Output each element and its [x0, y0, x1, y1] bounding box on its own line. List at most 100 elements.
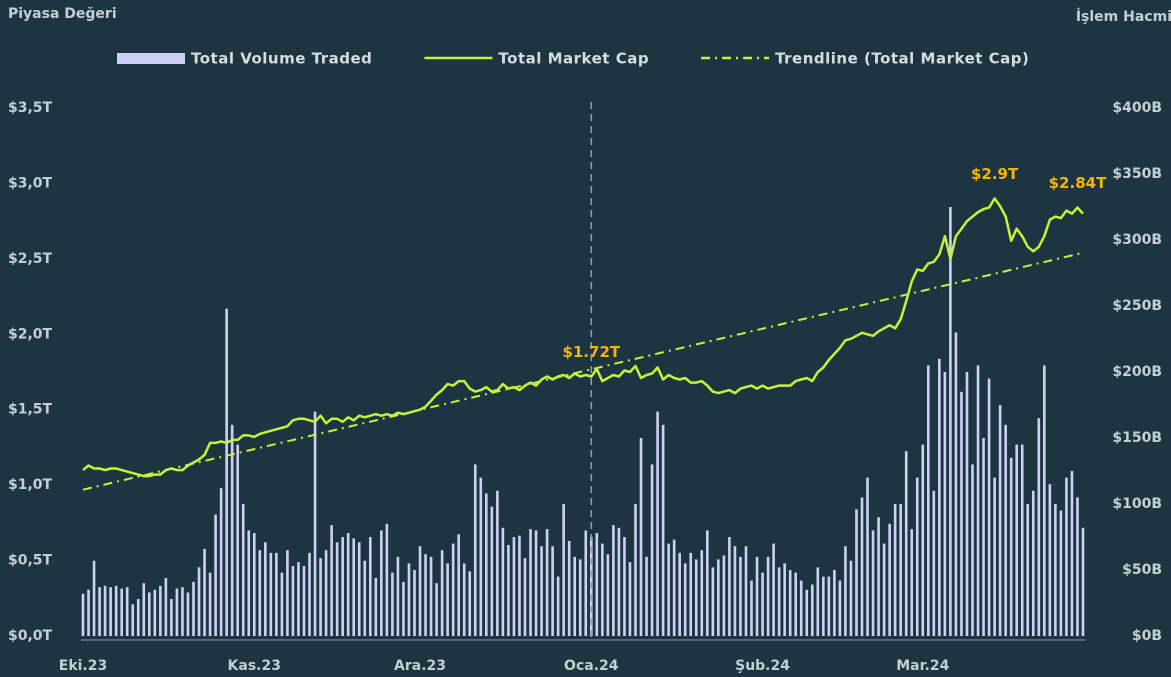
- volume-bar: [606, 554, 610, 636]
- volume-bar: [291, 566, 295, 636]
- volume-bar: [706, 530, 709, 636]
- volume-bar: [799, 580, 803, 636]
- volume-bar: [203, 548, 206, 636]
- legend-label: Total Market Cap: [498, 50, 649, 68]
- volume-bar: [159, 585, 162, 636]
- volume-bar: [131, 604, 135, 636]
- volume-bar: [418, 546, 422, 636]
- volume-bar: [623, 537, 626, 636]
- volume-bar: [485, 493, 488, 636]
- y2-tick-label: $350B: [1112, 166, 1162, 182]
- volume-bar: [545, 529, 549, 636]
- volume-bar: [683, 563, 687, 636]
- volume-bar: [457, 534, 460, 636]
- volume-bar: [562, 504, 565, 636]
- volume-bar: [1015, 444, 1019, 636]
- volume-bar: [1076, 497, 1079, 636]
- volume-bar: [225, 308, 228, 636]
- volume-bar: [286, 550, 289, 636]
- volume-bar: [407, 563, 411, 636]
- volume-bar: [208, 572, 212, 636]
- volume-bar: [893, 504, 897, 636]
- volume-bar: [949, 207, 952, 636]
- volume-bar: [98, 587, 101, 636]
- volume-bar: [136, 599, 140, 636]
- volume-bar: [783, 563, 786, 636]
- volume-bar: [302, 566, 306, 636]
- volume-bar: [214, 514, 217, 636]
- volume-bar: [954, 332, 958, 636]
- volume-bar: [899, 504, 902, 636]
- volume-bar: [612, 525, 615, 636]
- volume-bar: [368, 537, 372, 636]
- volume-bar: [567, 540, 571, 636]
- volume-bar: [810, 584, 814, 636]
- volume-bar: [987, 378, 991, 636]
- volume-bar: [275, 552, 278, 636]
- volume-bar: [938, 358, 941, 636]
- volume-bar: [92, 560, 96, 636]
- volume-bar: [634, 504, 637, 636]
- volume-bar: [678, 552, 681, 636]
- volume-bar: [844, 546, 847, 636]
- y-axis-title: Piyasa Değeri: [8, 6, 117, 22]
- volume-bar: [910, 529, 914, 636]
- volume-bar: [744, 546, 748, 636]
- volume-bar: [860, 497, 864, 636]
- volume-bar: [308, 552, 311, 636]
- volume-bar: [766, 556, 770, 636]
- annotation: $2.84T: [1049, 174, 1107, 192]
- volume-bar: [424, 554, 427, 636]
- volume-bar: [601, 543, 604, 636]
- volume-bar: [849, 560, 853, 636]
- volume-bar: [125, 587, 129, 636]
- volume-bar: [380, 530, 383, 636]
- volume-bar: [490, 506, 494, 636]
- volume-bar: [656, 411, 659, 636]
- volume-bar: [976, 365, 980, 636]
- volume-bar: [241, 504, 245, 636]
- volume-bar: [772, 543, 775, 636]
- legend-label: Trendline (Total Market Cap): [775, 50, 1029, 68]
- volume-bar: [164, 577, 168, 636]
- volume-bar: [788, 570, 792, 636]
- volume-bar: [479, 477, 483, 636]
- volume-bar: [672, 539, 676, 636]
- volume-bar: [805, 589, 809, 636]
- volume-bar: [556, 576, 560, 636]
- volume-bar: [1004, 424, 1007, 636]
- volume-bar: [81, 593, 85, 636]
- volume-bar: [827, 576, 831, 636]
- volume-bar: [352, 538, 356, 636]
- volume-bar: [120, 588, 123, 636]
- y-tick-label: $1,5T: [8, 402, 53, 418]
- volume-bar: [473, 464, 477, 636]
- volume-bar: [197, 567, 201, 636]
- y2-tick-label: $100B: [1112, 496, 1162, 512]
- volume-bar: [114, 585, 118, 636]
- volume-bar: [335, 542, 339, 636]
- volume-bar: [1048, 484, 1052, 636]
- y2-tick-label: $50B: [1122, 562, 1162, 578]
- volume-bar: [794, 572, 798, 636]
- volume-bar: [855, 509, 858, 636]
- volume-bar: [584, 530, 588, 636]
- volume-bar: [761, 572, 764, 636]
- volume-bar: [877, 517, 880, 636]
- volume-bar: [313, 411, 317, 636]
- volume-bar: [1026, 504, 1030, 636]
- y-tick-label: $3,0T: [8, 175, 53, 191]
- x-tick-label: Oca.24: [564, 658, 619, 674]
- y-tick-label: $2,5T: [8, 251, 53, 267]
- volume-bar: [689, 552, 693, 636]
- volume-bar: [617, 527, 621, 636]
- volume-bar: [998, 405, 1002, 636]
- y-tick-label: $1,0T: [8, 477, 53, 493]
- volume-bar: [324, 550, 328, 636]
- volume-bar: [181, 587, 184, 636]
- volume-bar: [965, 372, 969, 636]
- volume-bar: [269, 552, 273, 636]
- volume-bar: [733, 546, 737, 636]
- y2-axis-title: İşlem Hacmi: [1076, 8, 1171, 25]
- volume-bar: [147, 592, 151, 636]
